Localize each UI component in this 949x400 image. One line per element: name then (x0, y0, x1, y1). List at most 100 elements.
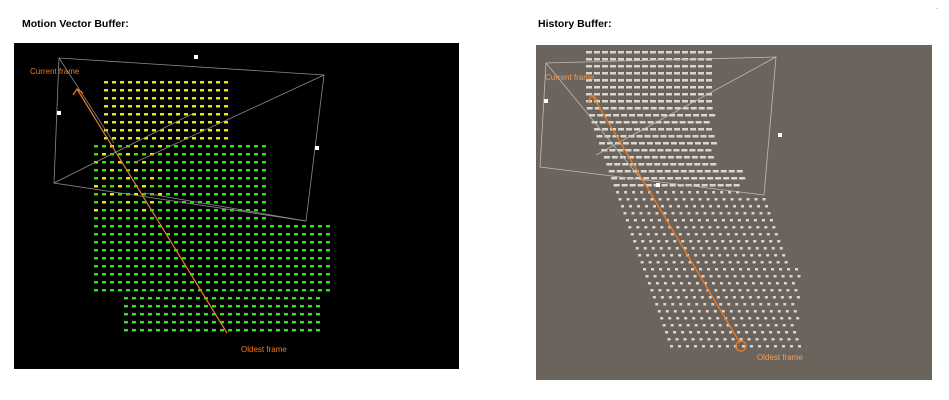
point-dot (774, 324, 778, 327)
point-dot (254, 145, 258, 148)
point-dot (182, 281, 186, 284)
point-dot (262, 281, 266, 284)
point-dot (220, 297, 224, 300)
point-dot (190, 169, 194, 172)
point-dot (658, 72, 664, 75)
point-dot (238, 177, 242, 180)
point-dot (706, 107, 713, 110)
point-dot (192, 137, 196, 140)
point-dot (294, 265, 298, 268)
point-dot (638, 233, 642, 236)
point-dot (164, 313, 168, 316)
point-dot (723, 247, 727, 250)
point-dot (718, 324, 722, 327)
point-dot (102, 273, 106, 276)
point-dot (763, 247, 767, 250)
point-dot (722, 198, 726, 201)
point-dot (182, 169, 186, 172)
point-dot (716, 226, 720, 229)
point-dot (638, 163, 645, 166)
point-dot (689, 219, 693, 222)
point-dot (222, 177, 226, 180)
point-dot (724, 226, 728, 229)
point-dot (118, 249, 122, 252)
point-dot (262, 273, 266, 276)
point-dot (326, 249, 330, 252)
point-dot (790, 345, 793, 348)
point-dot (94, 265, 98, 268)
point-dot (755, 247, 759, 250)
point-dot (190, 289, 194, 292)
point-dot (756, 226, 760, 229)
point-dot (683, 247, 687, 250)
point-dot (190, 265, 194, 268)
point-dot (222, 217, 226, 220)
point-dot (254, 161, 258, 164)
point-dot (166, 169, 170, 172)
point-dot (208, 97, 212, 100)
point-dot (118, 289, 122, 292)
point-dot (779, 268, 783, 271)
point-dot (775, 282, 779, 285)
point-dot (642, 72, 648, 75)
point-dot (651, 156, 658, 159)
point-dot (124, 305, 128, 308)
point-dot (658, 198, 662, 201)
point-dot (718, 345, 721, 348)
point-dot (764, 226, 768, 229)
point-dot (666, 289, 670, 292)
point-dot (691, 156, 698, 159)
point-dot (144, 81, 148, 84)
point-dot (691, 247, 695, 250)
point-dot (658, 93, 664, 96)
point-dot (262, 145, 266, 148)
point-dot (302, 265, 306, 268)
point-dot (717, 205, 720, 208)
point-dot (606, 163, 613, 166)
point-dot (759, 282, 763, 285)
point-dot (246, 145, 250, 148)
point-dot (252, 321, 256, 324)
point-dot (214, 265, 218, 268)
point-dot (188, 329, 192, 332)
point-dot (759, 303, 763, 306)
point-dot (606, 142, 613, 145)
point-dot (166, 153, 170, 156)
point-dot (742, 324, 746, 327)
point-dot (696, 170, 703, 173)
point-dot (208, 89, 212, 92)
point-dot (206, 281, 210, 284)
point-dot (294, 225, 298, 228)
point-dot (705, 219, 709, 222)
point-dot (589, 114, 596, 117)
point-dot (737, 331, 741, 334)
point-dot (268, 297, 272, 300)
point-dot (642, 51, 648, 54)
point-dot (230, 209, 234, 212)
point-dot (715, 177, 722, 180)
point-dot (674, 198, 678, 201)
frustum-edge (58, 57, 115, 144)
point-dot (262, 209, 266, 212)
point-dot (604, 135, 611, 138)
point-dot (238, 185, 242, 188)
point-dot (729, 240, 733, 243)
point-dot (683, 177, 690, 180)
point-dot (675, 177, 682, 180)
point-dot (94, 193, 98, 196)
point-dot (94, 281, 98, 284)
point-dot (174, 257, 178, 260)
point-dot (104, 113, 108, 116)
point-dot (646, 142, 653, 145)
point-dot (246, 233, 250, 236)
point-dot (126, 169, 130, 172)
point-dot (677, 205, 680, 208)
point-dot (740, 317, 744, 320)
frustum-handle (656, 183, 660, 187)
point-dot (230, 265, 234, 268)
point-dot (667, 177, 674, 180)
point-dot (204, 313, 208, 316)
point-dot (618, 58, 624, 61)
point-dot (623, 121, 630, 124)
point-dot (698, 128, 705, 131)
